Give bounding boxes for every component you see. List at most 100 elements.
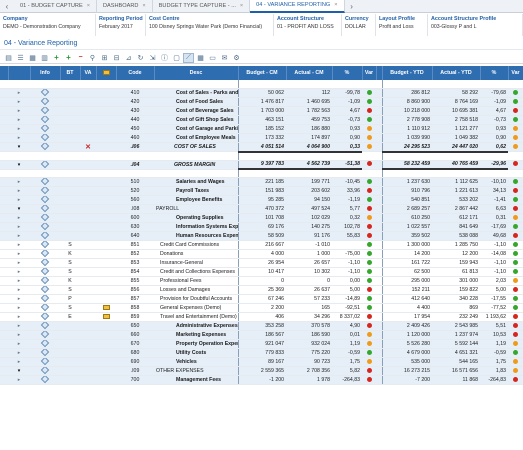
attach-cell[interactable] bbox=[96, 249, 116, 260]
expand-right-icon[interactable]: ▸ bbox=[17, 296, 21, 303]
info-diamond-icon[interactable] bbox=[40, 231, 50, 240]
add-child-icon[interactable]: + bbox=[66, 53, 71, 62]
row-expander[interactable]: ▸ bbox=[8, 303, 30, 314]
table-row[interactable]: ▸ 600 Operating Supplies 101 708 102 029 0,32… bbox=[0, 213, 523, 224]
expand-right-icon[interactable]: ▸ bbox=[17, 323, 21, 330]
table-row[interactable]: ▸ 700 Management Fees -1 200 1 978 -264,83 -7 … bbox=[0, 375, 523, 386]
header-var-ytd[interactable]: Var bbox=[508, 66, 523, 80]
info-diamond-icon[interactable] bbox=[40, 339, 50, 348]
info-diamond-icon[interactable] bbox=[40, 294, 50, 303]
info-diamond-icon[interactable] bbox=[40, 303, 50, 312]
info-diamond-icon[interactable] bbox=[40, 88, 50, 97]
va-cell[interactable] bbox=[80, 276, 96, 287]
attach-cell[interactable] bbox=[96, 240, 116, 251]
va-cell[interactable] bbox=[80, 375, 96, 386]
grid-icon[interactable]: ▦ bbox=[29, 54, 36, 62]
info-cell[interactable] bbox=[30, 231, 60, 242]
attach-cell[interactable] bbox=[96, 80, 116, 90]
save-icon[interactable]: ▤ bbox=[5, 54, 12, 62]
edit-note-icon[interactable] bbox=[102, 313, 110, 319]
info-cell[interactable] bbox=[30, 97, 60, 108]
info-cell[interactable] bbox=[30, 222, 60, 233]
info-diamond-icon[interactable] bbox=[40, 249, 50, 258]
va-cell[interactable] bbox=[80, 160, 96, 170]
attach-cell[interactable] bbox=[96, 195, 116, 206]
va-cell[interactable] bbox=[80, 204, 96, 215]
expand-right-icon[interactable]: ▸ bbox=[17, 90, 21, 97]
filter-currency[interactable]: Currency DOLLAR bbox=[342, 14, 376, 36]
table-row[interactable]: ▸ K 855 Professional Fees 0 0 0,00 295 000 301 0… bbox=[0, 276, 523, 287]
attach-cell[interactable] bbox=[96, 97, 116, 108]
expand-right-icon[interactable]: ▸ bbox=[17, 359, 21, 366]
table-row[interactable]: ▸ 650 Administrative Expenses 353 258 370 57… bbox=[0, 321, 523, 332]
table-row[interactable]: ▸ 660 Marketing Expenses 186 567 186 590 0,01… bbox=[0, 330, 523, 341]
row-expander[interactable] bbox=[8, 80, 30, 90]
info-icon[interactable]: ⓘ bbox=[161, 54, 168, 62]
tab-dashboard[interactable]: DASHBOARD × bbox=[97, 0, 153, 13]
mail-icon[interactable]: ✉ bbox=[221, 54, 228, 62]
attach-cell[interactable] bbox=[96, 294, 116, 305]
table-row[interactable]: ▾ .I09 OTHER EXPENSES 2 559 365 2 708 356 5,8… bbox=[0, 366, 523, 377]
expand-right-icon[interactable]: ▸ bbox=[17, 350, 21, 357]
table-row[interactable]: ▸ S 851 Credit Card Commissions 216 667 -1 01… bbox=[0, 240, 523, 251]
row-expander[interactable]: ▾ bbox=[8, 366, 30, 377]
info-diamond-icon[interactable] bbox=[40, 330, 50, 339]
info-cell[interactable] bbox=[30, 213, 60, 224]
va-cell[interactable] bbox=[80, 177, 96, 188]
info-cell[interactable] bbox=[30, 124, 60, 135]
row-expander[interactable]: ▸ bbox=[8, 339, 30, 350]
header-info[interactable]: Info bbox=[30, 66, 61, 80]
table-row[interactable]: ▸ E 859 Travel and Entertainment (Demo) 406 3… bbox=[0, 312, 523, 323]
delete-icon[interactable]: − bbox=[78, 54, 83, 61]
row-expander[interactable]: ▸ bbox=[8, 258, 30, 269]
row-expander[interactable]: ▸ bbox=[8, 124, 30, 135]
table-row[interactable]: ▸ 670 Property Operation Expenses 921 047 93… bbox=[0, 339, 523, 350]
info-diamond-icon[interactable] bbox=[40, 348, 50, 357]
info-diamond-icon[interactable] bbox=[40, 195, 50, 204]
row-expander[interactable]: ▸ bbox=[8, 276, 30, 287]
row-expander[interactable]: ▸ bbox=[8, 186, 30, 197]
info-cell[interactable] bbox=[30, 348, 60, 359]
attach-cell[interactable] bbox=[96, 115, 116, 126]
close-icon[interactable]: × bbox=[239, 3, 244, 9]
expand-right-icon[interactable]: ▸ bbox=[17, 242, 21, 249]
info-diamond-icon[interactable] bbox=[40, 240, 50, 249]
chevron-right-icon[interactable]: › bbox=[350, 1, 353, 11]
va-cell[interactable] bbox=[80, 124, 96, 135]
expand-right-icon[interactable]: ▸ bbox=[17, 179, 21, 186]
info-diamond-icon[interactable] bbox=[40, 204, 50, 213]
table-row[interactable]: ▸ P 857 Provision for Doubtful Accounts 67 2… bbox=[0, 294, 523, 305]
row-expander[interactable]: ▸ bbox=[8, 240, 30, 251]
tab-budget-type-capture[interactable]: BUDGET TYPE CAPTURE - ... × bbox=[153, 0, 251, 13]
attach-cell[interactable] bbox=[96, 375, 116, 386]
va-cell[interactable] bbox=[80, 88, 96, 99]
row-expander[interactable]: ▸ bbox=[8, 133, 30, 144]
attach-cell[interactable] bbox=[96, 133, 116, 144]
info-diamond-icon[interactable] bbox=[40, 177, 50, 186]
info-cell[interactable] bbox=[30, 321, 60, 332]
va-cell[interactable] bbox=[80, 80, 96, 90]
info-cell[interactable] bbox=[30, 285, 60, 296]
info-cell[interactable] bbox=[30, 249, 60, 260]
info-cell[interactable] bbox=[30, 240, 60, 251]
attach-cell[interactable] bbox=[96, 177, 116, 188]
info-diamond-icon[interactable] bbox=[40, 321, 50, 330]
va-cell[interactable] bbox=[80, 258, 96, 269]
va-cell[interactable] bbox=[80, 285, 96, 296]
va-cell[interactable] bbox=[80, 330, 96, 341]
attach-cell[interactable] bbox=[96, 213, 116, 224]
attach-cell[interactable] bbox=[96, 124, 116, 135]
attach-cell[interactable] bbox=[96, 258, 116, 269]
info-cell[interactable] bbox=[30, 133, 60, 144]
va-cell[interactable] bbox=[80, 213, 96, 224]
filter-cost-centre[interactable]: Cost Centre 100 Disney Springs Water Park… bbox=[146, 14, 274, 36]
header-desc[interactable]: Desc bbox=[154, 66, 239, 80]
row-expander[interactable]: ▸ bbox=[8, 348, 30, 359]
tab-budget-capture[interactable]: 01 - BUDGET CAPTURE × bbox=[14, 0, 97, 13]
close-icon[interactable]: × bbox=[86, 3, 90, 9]
info-cell[interactable] bbox=[30, 366, 60, 377]
refresh-icon[interactable]: ↻ bbox=[137, 54, 144, 62]
va-cell[interactable] bbox=[80, 186, 96, 197]
attach-cell[interactable] bbox=[96, 366, 116, 377]
va-cell[interactable] bbox=[80, 267, 96, 278]
